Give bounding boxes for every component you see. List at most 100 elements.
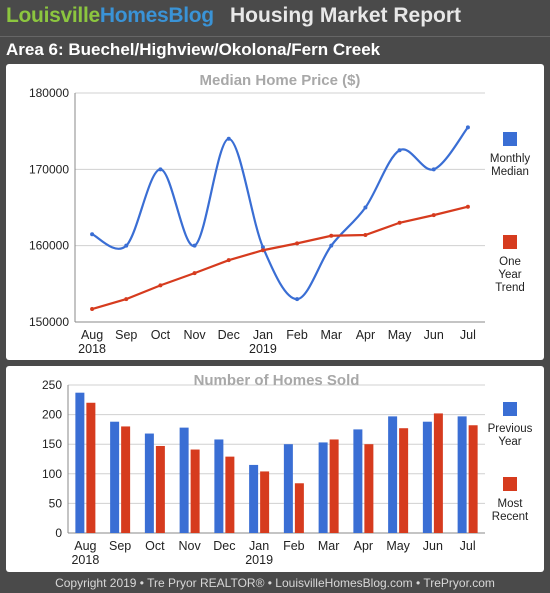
sold-legend-swatch <box>503 402 517 416</box>
sold-bar <box>283 444 293 533</box>
sold-bar <box>225 456 235 533</box>
sold-legend-label: Previous <box>488 423 533 435</box>
median-price-panel: 150000 160000 170000 180000 Median Home Pric… <box>6 64 544 360</box>
sold-bar <box>457 416 467 533</box>
sold-bar <box>353 429 363 533</box>
sold-bar <box>318 442 328 533</box>
sold-y-tick-label: 50 <box>49 496 63 510</box>
sold-bar <box>86 402 96 533</box>
price-legend-label: Year <box>498 269 521 281</box>
sold-bar <box>388 416 398 533</box>
sold-x-tick-label: Aug <box>74 539 96 553</box>
sold-bar <box>249 464 259 533</box>
price-data-point <box>192 271 197 276</box>
price-data-point <box>124 243 129 248</box>
price-x-tick-label: Aug <box>81 328 103 342</box>
sold-y-tick-label: 0 <box>55 526 62 540</box>
price-x-tick-label: May <box>388 328 412 342</box>
sold-x-tick-label: Feb <box>283 539 305 553</box>
price-series-line <box>91 205 469 311</box>
price-legend-label: One <box>499 256 521 268</box>
sold-y-tick-label: 200 <box>42 408 62 422</box>
price-data-point <box>90 307 95 312</box>
median-price-chart: 150000 160000 170000 180000 Median Home Pric… <box>29 72 531 356</box>
price-data-point <box>431 213 436 218</box>
price-data-point <box>192 243 197 248</box>
sold-legend-swatch <box>503 477 517 491</box>
price-data-point <box>397 220 402 225</box>
price-year-label: 2019 <box>249 342 277 356</box>
price-x-tick-label: Nov <box>183 328 206 342</box>
price-y-tick-label: 180000 <box>29 86 69 100</box>
sold-y-tick-label: 150 <box>42 437 62 451</box>
price-legend-label: Monthly <box>490 153 531 165</box>
footer-copyright: Copyright 2019 • Tre Pryor REALTOR® • Lo… <box>55 576 495 590</box>
price-data-point <box>295 241 300 246</box>
report-title: Housing Market Report <box>230 4 462 27</box>
sold-legend-label: Year <box>498 436 521 448</box>
price-data-point <box>465 125 470 130</box>
price-x-tick-label: Sep <box>115 328 137 342</box>
sold-bar <box>121 426 131 533</box>
price-data-point <box>158 167 163 172</box>
price-data-point <box>124 297 129 302</box>
sold-bar <box>433 413 443 533</box>
sold-year-label: 2018 <box>71 553 99 567</box>
sold-x-tick-label: Sep <box>109 539 131 553</box>
price-x-tick-label: Mar <box>320 328 342 342</box>
sold-bar <box>110 421 120 533</box>
price-legend-label: Trend <box>495 282 525 294</box>
price-data-point <box>90 232 95 237</box>
price-legend-swatch <box>503 235 517 249</box>
price-data-point <box>158 283 163 288</box>
price-data-point <box>295 297 300 302</box>
header-bar: LouisvilleHomesBlog Housing Market Repor… <box>0 0 550 36</box>
price-x-tick-label: Feb <box>286 328 308 342</box>
price-data-point <box>363 205 368 210</box>
price-y-tick-label: 170000 <box>29 162 69 176</box>
brand-part-2: HomesBlog <box>99 4 214 27</box>
price-x-tick-label: Dec <box>218 328 240 342</box>
price-y-tick-label: 150000 <box>29 315 69 329</box>
sold-y-tick-label: 100 <box>42 467 62 481</box>
price-x-tick-label: Jan <box>253 328 273 342</box>
price-year-label: 2018 <box>78 342 106 356</box>
price-series-line <box>91 126 469 301</box>
price-title: Median Home Price ($) <box>200 72 361 89</box>
sold-bar <box>190 449 200 533</box>
area-title: Area 6: Buechel/Highview/Okolona/Fern Cr… <box>6 40 381 59</box>
sold-bar <box>422 421 432 533</box>
sold-bar <box>399 428 409 533</box>
sold-x-tick-label: Jan <box>249 539 269 553</box>
sold-legend-label: Most <box>498 498 524 510</box>
sold-legend-label: Recent <box>492 511 529 523</box>
price-x-tick-label: Apr <box>356 328 375 342</box>
price-data-point <box>260 248 265 253</box>
sold-x-tick-label: Oct <box>145 539 165 553</box>
sold-bar <box>294 483 304 533</box>
sold-bar <box>155 445 165 533</box>
sold-bar <box>179 427 189 533</box>
price-data-point <box>329 233 334 238</box>
sold-x-tick-label: Jun <box>423 539 443 553</box>
price-data-point <box>363 232 368 237</box>
sold-bar <box>260 471 270 533</box>
price-data-point <box>260 245 265 250</box>
sold-bar <box>144 433 154 533</box>
brand-part-1: Louisville <box>6 4 100 27</box>
sold-x-tick-label: May <box>386 539 410 553</box>
price-data-point <box>329 243 334 248</box>
sold-bar <box>214 439 224 533</box>
price-data-point <box>226 258 231 263</box>
sold-bar <box>364 444 374 533</box>
price-y-tick-label: 160000 <box>29 239 69 253</box>
homes-sold-chart: 0 50 100 150 200 250 Number of Homes Sold Aug Se… <box>42 372 533 567</box>
sold-year-label: 2019 <box>245 553 273 567</box>
price-data-point <box>431 167 436 172</box>
sold-x-tick-label: Jul <box>460 539 476 553</box>
sold-title: Number of Homes Sold <box>194 372 360 389</box>
sold-x-tick-label: Mar <box>318 539 340 553</box>
brand-logo[interactable]: LouisvilleHomesBlog <box>6 4 214 28</box>
sold-bar <box>75 392 85 533</box>
price-data-point <box>465 204 470 209</box>
